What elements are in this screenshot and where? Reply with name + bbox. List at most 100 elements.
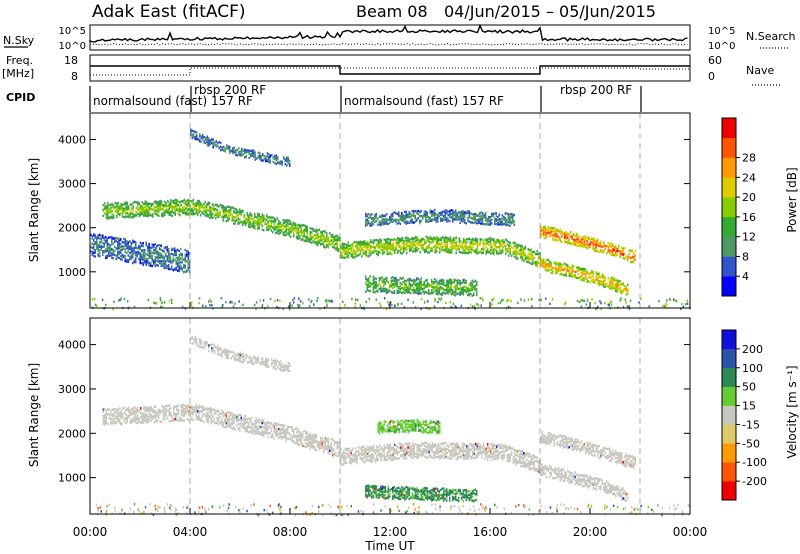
range-cell (113, 414, 115, 417)
range-cell (366, 222, 368, 226)
range-cell (327, 299, 329, 302)
range-cell (627, 258, 629, 262)
range-cell (159, 256, 161, 259)
range-cell (166, 250, 168, 253)
range-cell (410, 283, 412, 286)
range-cell (272, 434, 274, 438)
range-cell (246, 418, 248, 421)
range-cell (267, 222, 269, 225)
range-cell (239, 154, 241, 157)
range-cell (198, 301, 200, 305)
range-cell (420, 307, 422, 311)
range-cell (538, 298, 540, 302)
range-cell (627, 292, 629, 295)
range-cell (153, 416, 155, 419)
range-cell (229, 148, 231, 152)
range-cell (191, 212, 193, 216)
range-cell (424, 248, 426, 251)
range-cell (603, 274, 605, 278)
range-cell (610, 278, 612, 282)
range-cell (129, 210, 131, 214)
range-cell (170, 298, 173, 302)
range-cell (441, 280, 443, 283)
range-cell (595, 245, 597, 249)
range-cell (436, 238, 438, 241)
range-cell (579, 235, 581, 239)
range-cell (192, 202, 194, 205)
range-cell (473, 280, 475, 283)
range-cell (437, 291, 439, 294)
range-cell (389, 248, 391, 251)
range-cell (186, 213, 188, 216)
range-cell (163, 246, 165, 249)
range-cell (174, 418, 176, 421)
range-cell (458, 247, 460, 251)
range-cell (492, 212, 494, 215)
range-cell (159, 297, 161, 300)
range-cell (543, 260, 545, 263)
range-cell (133, 305, 136, 308)
range-cell (347, 250, 349, 254)
range-cell (131, 418, 133, 421)
range-cell (220, 297, 223, 300)
range-cell (189, 414, 191, 418)
range-cell (153, 421, 155, 424)
range-cell (109, 249, 111, 253)
range-cell (133, 259, 135, 262)
range-cell (284, 434, 286, 437)
range-cell (175, 249, 177, 252)
range-cell (177, 262, 179, 265)
range-cell (615, 254, 617, 257)
range-cell (213, 408, 215, 412)
range-cell (153, 261, 155, 264)
range-cell (266, 155, 268, 158)
range-cell (387, 218, 389, 222)
range-cell (188, 202, 190, 205)
range-cell (142, 262, 144, 265)
range-cell (496, 241, 498, 244)
range-cell (476, 252, 478, 255)
range-cell (438, 281, 440, 285)
range-cell (275, 434, 277, 437)
range-cell (457, 247, 459, 250)
range-cell (242, 149, 244, 152)
range-cell (510, 222, 512, 225)
range-cell (408, 277, 410, 280)
range-cell (296, 434, 298, 437)
range-cell (330, 233, 332, 237)
range-cell (117, 408, 119, 411)
range-cell (225, 422, 227, 425)
range-cell (446, 216, 448, 220)
range-cell (476, 249, 478, 253)
range-cell (174, 413, 176, 416)
range-cell (489, 219, 491, 222)
range-cell (251, 213, 253, 216)
range-cell (552, 228, 554, 231)
range-cell (603, 245, 605, 248)
range-cell (282, 307, 285, 310)
range-cell (600, 242, 602, 245)
range-cell (425, 240, 427, 243)
range-cell (510, 299, 512, 303)
range-cell (381, 276, 383, 279)
range-cell (429, 211, 431, 214)
range-cell (375, 281, 377, 284)
range-cell (165, 260, 167, 263)
range-cell (378, 287, 380, 290)
range-cell (518, 249, 520, 252)
range-cell (280, 162, 282, 165)
range-cell (276, 231, 278, 234)
range-cell (400, 245, 402, 248)
range-cell (209, 207, 211, 211)
range-cell (452, 237, 454, 240)
range-cell (174, 258, 176, 262)
range-cell (416, 282, 418, 285)
range-cell (392, 214, 394, 218)
range-cell (406, 246, 408, 249)
range-cell (449, 236, 451, 239)
range-cell (211, 138, 213, 141)
range-cell (473, 238, 475, 242)
range-cell (195, 208, 197, 211)
range-cell (606, 284, 608, 287)
range-cell (276, 217, 278, 220)
